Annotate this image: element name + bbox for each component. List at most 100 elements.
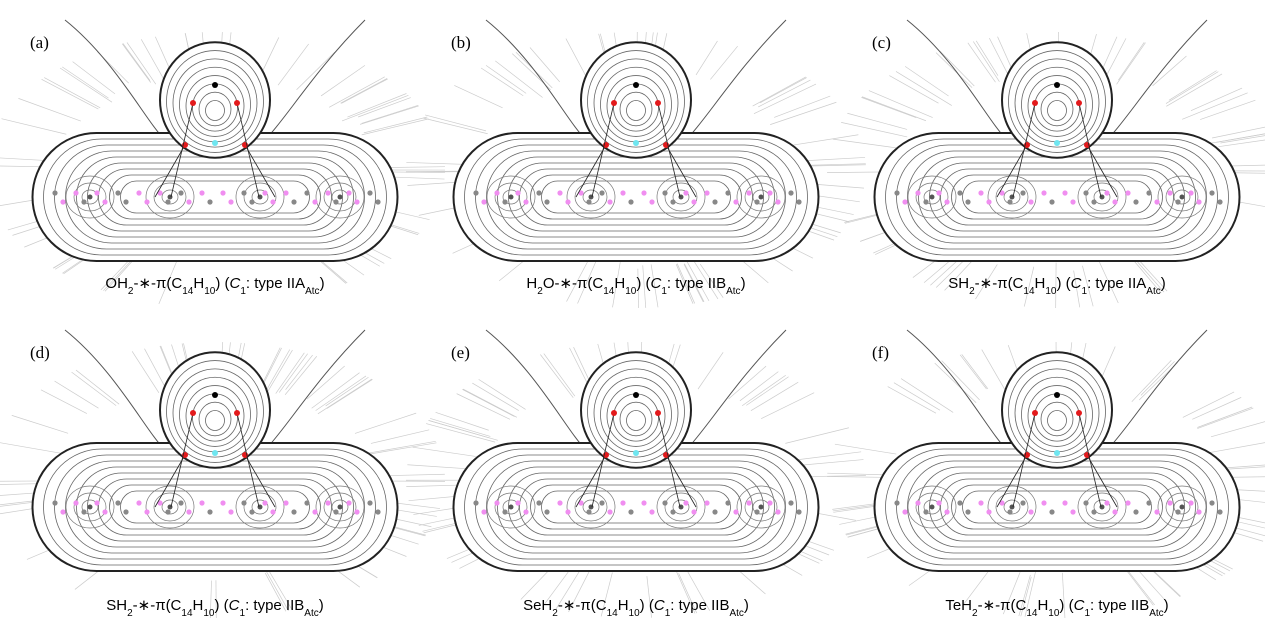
panel-label: (a) [30,33,49,52]
bcp [1167,500,1172,505]
field-line [982,350,1005,391]
bcp [228,509,233,514]
bcp [333,199,338,204]
bcp [902,509,907,514]
field-line [968,43,996,82]
panel: (d)SH2-∗-π(C14H10) (C1: type IIBAtc) [0,330,445,619]
bcp [607,199,612,204]
caption-part: 14 [603,286,615,297]
field-line [65,330,165,450]
bcp [754,509,759,514]
caption: SH2-∗-π(C14H10) (C1: type IIAAtc) [948,275,1165,297]
field-line [940,51,974,86]
caption-part: ) [744,597,749,614]
panel: (f)TeH2-∗-π(C14H10) (C1: type IIBAtc) [827,330,1265,619]
nucleus [1054,82,1060,88]
bcp [641,190,646,195]
bcp [536,190,541,195]
bcp [220,500,225,505]
field-line [122,44,150,83]
caption-part: ) ( [215,275,229,292]
field-line [889,76,938,104]
bcp [1076,100,1082,106]
caption-part: 14 [607,608,619,619]
bcp [662,190,667,195]
field-line [362,119,429,135]
caption-part: ) ( [215,597,229,614]
bcp [270,509,275,514]
bcp [1146,190,1151,195]
bcp [1076,410,1082,416]
field-line [425,115,486,131]
caption-part: TeH [945,597,972,614]
field-line [710,46,737,79]
caption-part: ) [741,275,746,292]
bcp [936,190,941,195]
caption-part: H [614,275,625,292]
bcp [754,199,759,204]
field-line [1107,20,1207,140]
bcp [1020,190,1025,195]
caption-part: OH [105,275,128,292]
field-line [141,39,166,84]
bcp [1146,500,1151,505]
caption-part: ) [319,597,324,614]
field-line [805,157,865,160]
bcp [1125,190,1130,195]
field-line [942,361,980,400]
bcp [607,509,612,514]
atom [930,505,935,510]
field-line [774,96,830,117]
bcp [923,199,928,204]
bcp [367,500,372,505]
bcp [1175,509,1180,514]
bcp [473,190,478,195]
field-line [436,412,489,430]
field-line [123,44,150,81]
field-line [316,376,366,411]
bcp [788,190,793,195]
field-line [896,71,952,105]
bcp [115,500,120,505]
bcp [978,190,983,195]
field-line [327,379,372,408]
bcp [544,509,549,514]
bcp [144,199,149,204]
bcp [704,500,709,505]
bcp [367,190,372,195]
bcp [262,190,267,195]
bcp [691,199,696,204]
bcp [234,410,240,416]
bcp [1217,199,1222,204]
field-line [530,48,560,82]
field-line [355,413,416,433]
field-line [973,41,999,81]
bcp [136,500,141,505]
bcp [725,500,730,505]
bcp [262,500,267,505]
caption-part: 14 [1026,608,1038,619]
bcp [586,509,591,514]
bcp [283,190,288,195]
caption-part: 10 [1045,286,1057,297]
field-line [285,356,317,394]
atom [1180,505,1185,510]
field-line [413,447,476,456]
caption-part: ) ( [1057,275,1071,292]
bcp [712,509,717,514]
caption-part: ) ( [1059,597,1073,614]
caption: TeH2-∗-π(C14H10) (C1: type IIBAtc) [945,597,1168,619]
bcp [199,190,204,195]
bcp [1007,509,1012,514]
field-line [696,41,717,75]
caption-part: C [654,597,665,614]
bcp [1007,199,1012,204]
field-line [789,452,862,461]
field-line [1132,360,1172,401]
field-line [342,95,408,121]
ccp [212,450,218,456]
nucleus [212,392,218,398]
caption-part: -∗-π(C [978,597,1027,614]
field-line [41,390,87,414]
bcp [52,500,57,505]
